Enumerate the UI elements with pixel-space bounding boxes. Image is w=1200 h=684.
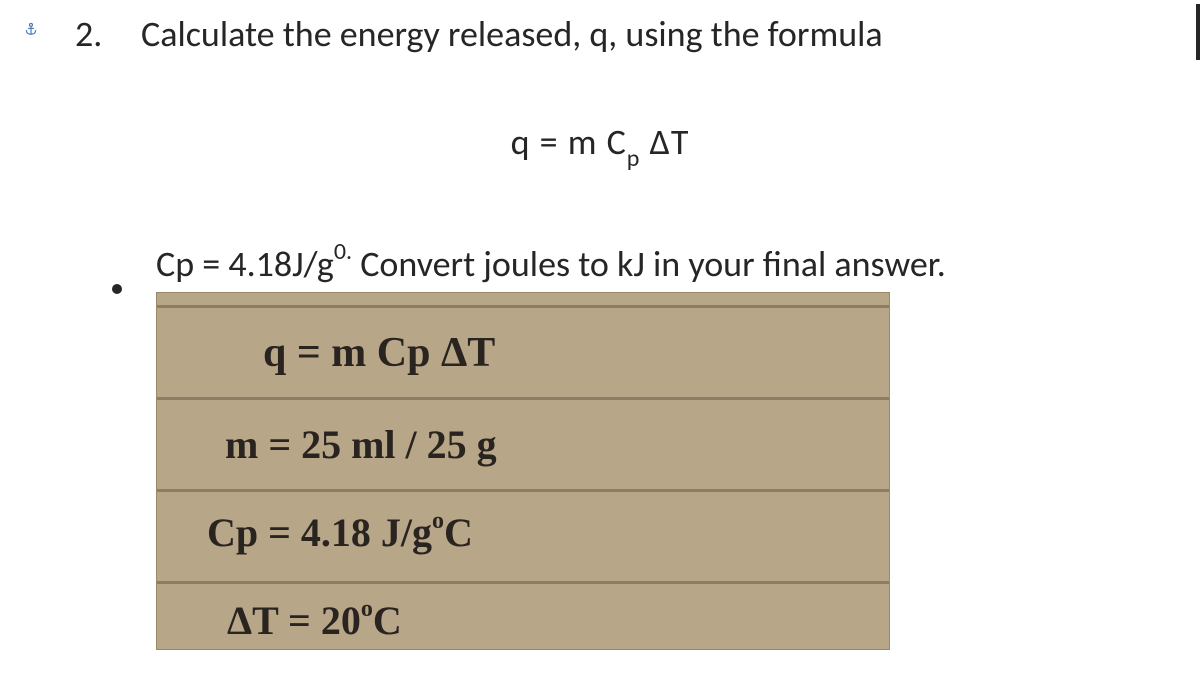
eq4-post: C [373, 598, 402, 643]
question-text: Calculate the energy released, q, using … [141, 12, 883, 56]
formula-subscript: p [627, 144, 641, 173]
cp-prefix: Cp = 4.18J/g [156, 242, 334, 286]
ruled-line [157, 581, 889, 584]
bullet-row: Cp = 4.18J/g0. Convert joules to kJ in y… [112, 241, 1180, 286]
question-number: 2. [75, 12, 121, 56]
right-edge-mark [1196, 4, 1200, 60]
cp-tail: Convert joules to kJ in your final answe… [352, 242, 946, 286]
ruled-line [157, 305, 889, 308]
cp-text: Cp = 4.18J/g0. Convert joules to kJ in y… [156, 241, 946, 286]
cp-superscript: 0. [334, 237, 352, 266]
anchor-icon [24, 22, 38, 36]
formula: q = m Cp ΔT [20, 120, 1180, 169]
handwritten-eq4: ΔT = 20oC [227, 597, 402, 644]
eq3-pre: Cp = 4.18 J/g [207, 510, 432, 555]
ruled-line [157, 397, 889, 400]
ruled-line [157, 489, 889, 492]
eq4-pre: ΔT = 20 [227, 598, 361, 643]
formula-lhs: q = m C [511, 120, 627, 164]
handwritten-eq2: m = 25 ml / 25 g [225, 421, 497, 468]
bullet-dot [112, 284, 122, 294]
handwritten-eq3: Cp = 4.18 J/goC [207, 509, 473, 556]
question-line: 2. Calculate the energy released, q, usi… [75, 12, 1180, 56]
eq4-sup: o [361, 596, 373, 622]
handwritten-area: q = m Cp ΔT m = 25 ml / 25 g Cp = 4.18 J… [156, 292, 890, 650]
formula-tail: ΔT [640, 120, 689, 164]
handwritten-eq1: q = m Cp ΔT [263, 329, 495, 377]
eq3-sup: o [432, 508, 444, 534]
eq3-post: C [444, 510, 473, 555]
